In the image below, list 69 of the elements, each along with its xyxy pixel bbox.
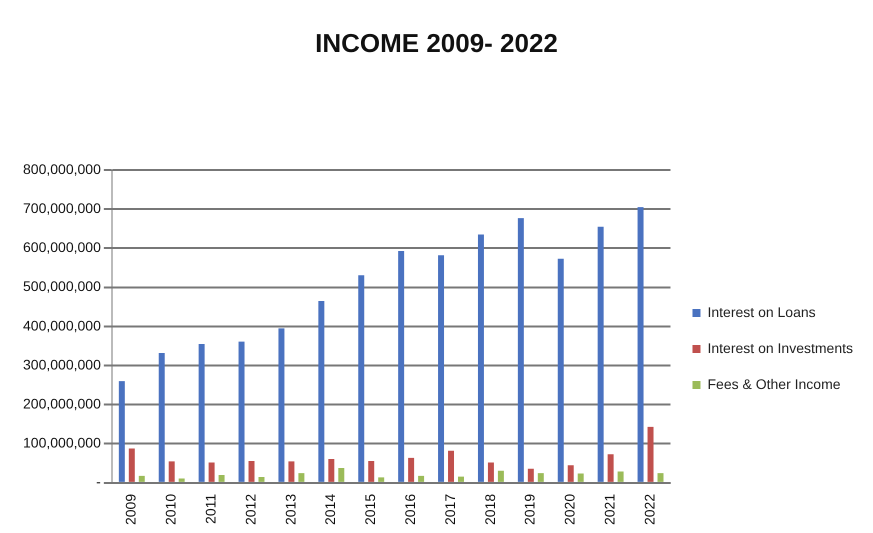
legend-label: Fees & Other Income (707, 376, 841, 392)
x-tick-label: 2021 (601, 494, 618, 526)
x-tick-label: 2013 (282, 494, 298, 526)
bar (518, 218, 524, 482)
bar (558, 258, 564, 482)
bar (528, 468, 534, 482)
bar (168, 461, 175, 482)
y-tick-label: - (96, 474, 102, 490)
bar (208, 462, 215, 482)
bar (498, 470, 504, 482)
bar (128, 448, 135, 482)
x-tick-label: 2020 (562, 494, 578, 526)
bar (258, 476, 264, 482)
x-tick-label: 2011 (202, 494, 218, 524)
bar (438, 255, 444, 482)
y-tick-label: 700,000,000 (22, 200, 102, 216)
bar (458, 476, 464, 482)
chart-title: INCOME 2009- 2022 (314, 28, 559, 59)
bar (378, 477, 384, 482)
bar (178, 478, 185, 482)
bar (358, 275, 364, 482)
legend-label: Interest on Investments (707, 340, 854, 356)
y-tick-label: 100,000,000 (22, 434, 102, 451)
bar (638, 207, 644, 482)
bar (618, 472, 624, 482)
bar (478, 234, 484, 482)
bar (418, 476, 424, 482)
bar (338, 468, 344, 482)
bar (598, 226, 604, 482)
x-tick-label: 2010 (162, 494, 179, 526)
bar (648, 426, 654, 482)
x-tick-label: 2016 (402, 494, 418, 526)
y-tick-label: 800,000,000 (22, 160, 102, 177)
x-tick-label: 2017 (442, 494, 458, 526)
bar (198, 344, 205, 482)
bar (138, 476, 145, 482)
bar (278, 328, 284, 482)
bar (318, 301, 324, 482)
bar (298, 473, 304, 482)
bar (488, 462, 494, 482)
bar (158, 353, 165, 482)
bar (578, 473, 584, 482)
y-tick-label: 500,000,000 (22, 278, 102, 294)
bar (368, 460, 374, 482)
x-tick-label: 2009 (122, 494, 139, 526)
y-tick-label: 400,000,000 (22, 317, 102, 334)
x-tick-label: 2019 (522, 494, 538, 526)
bar (538, 473, 544, 482)
x-tick-label: 2012 (242, 494, 258, 526)
x-tick-label: 2022 (641, 494, 658, 526)
x-tick-label: 2014 (322, 494, 338, 526)
bar (608, 454, 614, 482)
bar (248, 460, 255, 482)
bar (328, 459, 334, 482)
bar (238, 342, 245, 482)
bar (408, 458, 414, 482)
bar (448, 450, 454, 482)
y-tick-label: 600,000,000 (22, 239, 102, 256)
bar (398, 250, 404, 482)
legend-label: Interest on Loans (707, 304, 816, 320)
y-tick-label: 300,000,000 (22, 356, 102, 372)
bar (568, 465, 574, 482)
y-tick-label: 200,000,000 (22, 396, 102, 412)
x-tick-label: 2018 (482, 494, 498, 526)
bar (658, 473, 664, 482)
bar (288, 461, 294, 482)
bar (118, 381, 125, 482)
x-tick-label: 2015 (362, 494, 378, 526)
bar (218, 475, 225, 482)
